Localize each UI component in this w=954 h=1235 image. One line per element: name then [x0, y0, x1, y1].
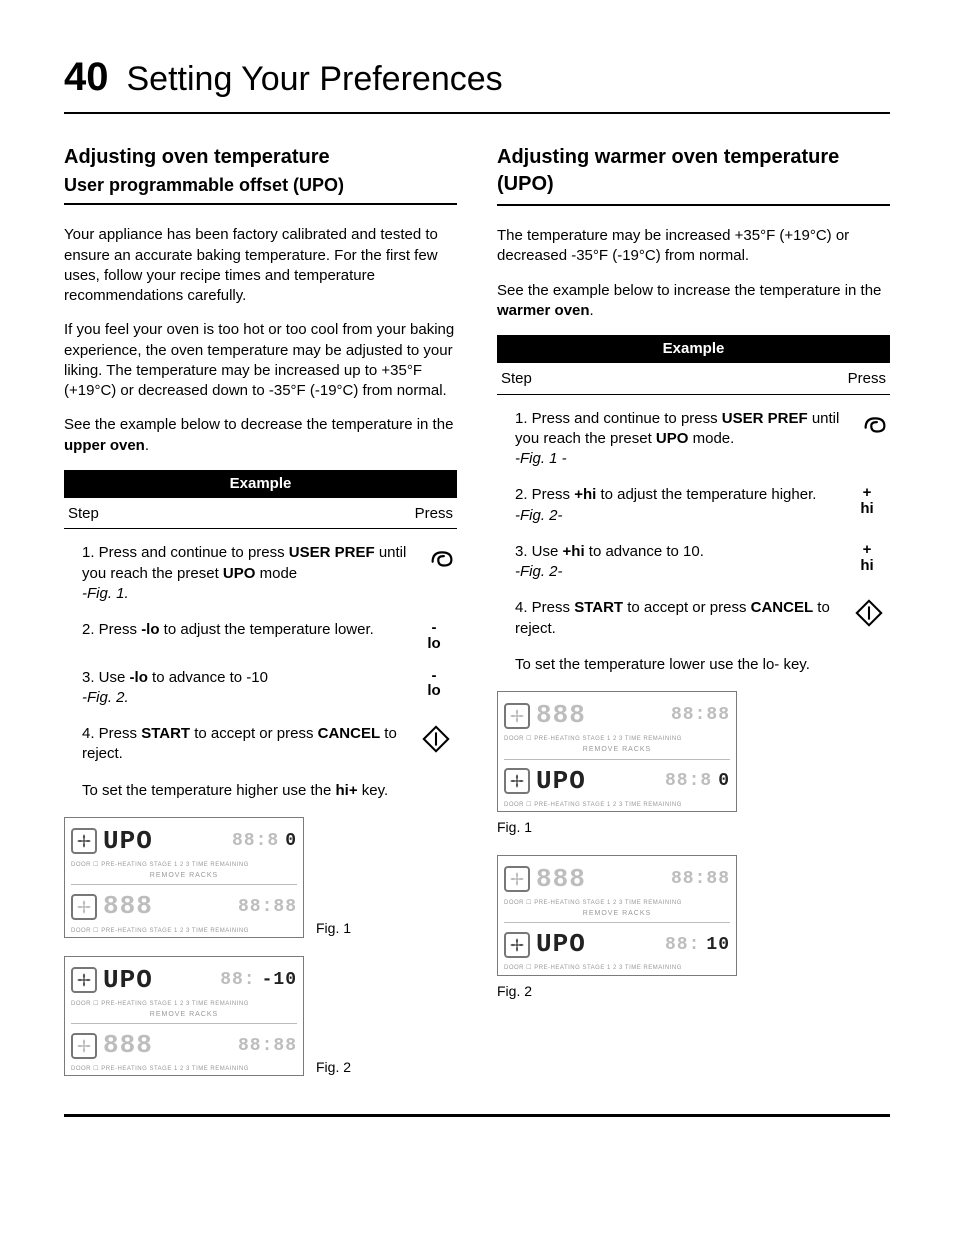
display-panel: UPO88:-10DOOR ☐ PRE-HEATING STAGE 1 2 3 … — [64, 956, 304, 1077]
fig-label: Fig. 1 — [316, 919, 351, 938]
left-followup: To set the temperature higher use the hi… — [82, 781, 457, 801]
step-row: 4. Press START to accept or press CANCEL… — [515, 598, 890, 639]
right-fig2: 88888:88DOOR ☐ PRE-HEATING STAGE 1 2 3 T… — [497, 855, 890, 1001]
fan-icon — [504, 932, 530, 958]
left-column: Adjusting oven temperature User programm… — [64, 144, 457, 1094]
display-panel: 88888:88DOOR ☐ PRE-HEATING STAGE 1 2 3 T… — [497, 691, 737, 812]
fig-label: Fig. 2 — [316, 1058, 351, 1077]
display-panel: 88888:88DOOR ☐ PRE-HEATING STAGE 1 2 3 T… — [497, 855, 737, 976]
step-row: 3. Use +hi to advance to 10.-Fig. 2-+hi — [515, 542, 890, 583]
press-cell: -lo — [411, 620, 457, 652]
step-row: 2. Press +hi to adjust the temperature h… — [515, 485, 890, 526]
press-cell — [849, 598, 890, 628]
col-step: Step — [68, 504, 99, 524]
fan-icon — [71, 1033, 97, 1059]
left-p2: If you feel your oven is too hot or too … — [64, 320, 457, 401]
right-example-bar: Example — [497, 335, 890, 363]
right-table-head: Step Press — [497, 363, 890, 393]
step-text: 4. Press START to accept or press CANCEL… — [515, 598, 849, 639]
step-row: 3. Use -lo to advance to -10-Fig. 2.-lo — [82, 668, 457, 709]
press-cell: -lo — [411, 668, 457, 700]
press-cell — [427, 543, 457, 573]
step-text: 4. Press START to accept or press CANCEL… — [82, 724, 416, 765]
fig-label: Fig. 2 — [497, 982, 890, 1001]
left-subheading: User programmable offset (UPO) — [64, 173, 457, 197]
press-cell — [860, 409, 890, 439]
step-text: 1. Press and continue to press USER PREF… — [515, 409, 860, 470]
diamond-icon — [421, 724, 451, 754]
left-section-rule — [64, 203, 457, 205]
left-p1: Your appliance has been factory calibrat… — [64, 225, 457, 306]
swirl-icon — [860, 409, 890, 439]
page-number: 40 — [64, 50, 109, 104]
fan-icon — [504, 703, 530, 729]
left-steps: 1. Press and continue to press USER PREF… — [64, 543, 457, 764]
step-row: 2. Press -lo to adjust the temperature l… — [82, 620, 457, 652]
left-example-bar: Example — [64, 470, 457, 498]
left-fig1: UPO88:80DOOR ☐ PRE-HEATING STAGE 1 2 3 T… — [64, 817, 457, 938]
col-step: Step — [501, 369, 532, 389]
right-fig1: 88888:88DOOR ☐ PRE-HEATING STAGE 1 2 3 T… — [497, 691, 890, 837]
right-followup: To set the temperature lower use the lo-… — [515, 655, 890, 675]
press-cell: +hi — [844, 542, 890, 574]
diamond-icon — [854, 598, 884, 628]
display-panel: UPO88:80DOOR ☐ PRE-HEATING STAGE 1 2 3 T… — [64, 817, 304, 938]
right-section-rule — [497, 204, 890, 206]
swirl-icon — [427, 543, 457, 573]
columns: Adjusting oven temperature User programm… — [64, 144, 890, 1094]
left-fig2: UPO88:-10DOOR ☐ PRE-HEATING STAGE 1 2 3 … — [64, 956, 457, 1077]
press-cell — [416, 724, 457, 754]
col-press: Press — [415, 504, 453, 524]
page-title: Setting Your Preferences — [127, 57, 503, 103]
left-heading: Adjusting oven temperature — [64, 144, 457, 171]
right-column: Adjusting warmer oven temperature (UPO) … — [497, 144, 890, 1094]
step-row: 1. Press and continue to press USER PREF… — [515, 409, 890, 470]
fan-icon — [71, 894, 97, 920]
header-rule — [64, 112, 890, 114]
step-text: 1. Press and continue to press USER PREF… — [82, 543, 427, 604]
right-heading: Adjusting warmer oven temperature (UPO) — [497, 144, 890, 198]
step-text: 3. Use +hi to advance to 10.-Fig. 2- — [515, 542, 844, 583]
left-table-rule — [64, 528, 457, 529]
left-table-head: Step Press — [64, 498, 457, 528]
page-header: 40 Setting Your Preferences — [64, 50, 890, 104]
fan-icon — [504, 866, 530, 892]
right-table-rule — [497, 394, 890, 395]
right-p2: See the example below to increase the te… — [497, 281, 890, 322]
right-p1: The temperature may be increased +35°F (… — [497, 226, 890, 267]
right-steps: 1. Press and continue to press USER PREF… — [497, 409, 890, 639]
step-row: 4. Press START to accept or press CANCEL… — [82, 724, 457, 765]
fan-icon — [504, 768, 530, 794]
left-p3: See the example below to decrease the te… — [64, 415, 457, 456]
step-row: 1. Press and continue to press USER PREF… — [82, 543, 457, 604]
fig-label: Fig. 1 — [497, 818, 890, 837]
press-cell: +hi — [844, 485, 890, 517]
col-press: Press — [848, 369, 886, 389]
step-text: 3. Use -lo to advance to -10-Fig. 2. — [82, 668, 411, 709]
step-text: 2. Press +hi to adjust the temperature h… — [515, 485, 844, 526]
fan-icon — [71, 967, 97, 993]
footer-rule — [64, 1114, 890, 1117]
fan-icon — [71, 828, 97, 854]
step-text: 2. Press -lo to adjust the temperature l… — [82, 620, 411, 640]
